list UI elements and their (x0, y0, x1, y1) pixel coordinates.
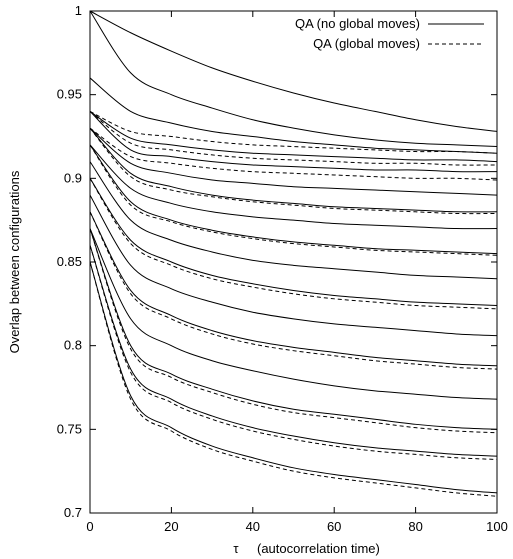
x-tick-label: 40 (246, 519, 260, 534)
y-tick-label: 0.8 (64, 338, 82, 353)
series-line-global-moves (89, 127, 498, 181)
series-line-no-global-moves (89, 10, 498, 148)
series-line-no-global-moves (89, 261, 498, 494)
x-tick-labels: 0 20 40 60 80 100 (86, 519, 507, 534)
x-tick-label: 80 (408, 519, 422, 534)
legend-label-global-moves: QA (global moves) (313, 36, 420, 51)
y-tick-label: 0.85 (57, 254, 82, 269)
series-line-global-moves (89, 144, 498, 256)
x-tick-label: 100 (486, 519, 508, 534)
legend-label-no-global-moves: QA (no global moves) (295, 16, 420, 31)
series-line-global-moves (89, 110, 498, 154)
x-tick-label: 0 (86, 519, 93, 534)
series-line-no-global-moves (89, 211, 498, 367)
series-line-no-global-moves (89, 161, 498, 280)
series-line-global-moves (89, 228, 498, 434)
y-tick-label: 0.95 (57, 87, 82, 102)
y-tick-label: 0.9 (64, 170, 82, 185)
series-lines (89, 10, 498, 497)
series-line-global-moves (89, 111, 498, 166)
series-line-no-global-moves (89, 228, 498, 430)
x-tick-label: 20 (164, 519, 178, 534)
x-axis-label: (autocorrelation time) (257, 541, 380, 556)
series-line-global-moves (89, 245, 498, 460)
legend: QA (no global moves) QA (global moves) (295, 16, 484, 51)
series-line-no-global-moves (89, 127, 498, 196)
plot-frame (89, 10, 498, 514)
series-line-no-global-moves (89, 194, 498, 337)
y-axis-label: Overlap between configurations (7, 170, 22, 353)
y-tick-label: 1 (75, 3, 82, 18)
series-line-no-global-moves (89, 127, 498, 213)
series-line-no-global-moves (89, 10, 498, 132)
series-line-global-moves (89, 178, 498, 310)
x-tick-label: 60 (327, 519, 341, 534)
series-line-global-moves (89, 261, 498, 497)
series-line-no-global-moves (89, 110, 498, 163)
x-axis-symbol: τ (233, 541, 239, 556)
series-line-no-global-moves (89, 228, 498, 400)
series-line-no-global-moves (89, 77, 498, 154)
series-line-no-global-moves (89, 144, 498, 230)
y-tick-label: 0.7 (64, 505, 82, 520)
series-line-no-global-moves (89, 178, 498, 307)
y-tick-labels: 0.7 0.75 0.8 0.85 0.9 0.95 1 (57, 3, 82, 520)
series-line-no-global-moves (89, 111, 498, 173)
series-line-global-moves (89, 211, 498, 370)
y-tick-label: 0.75 (57, 421, 82, 436)
series-line-global-moves (89, 127, 498, 215)
series-line-no-global-moves (89, 144, 498, 255)
series-line-no-global-moves (89, 245, 498, 457)
